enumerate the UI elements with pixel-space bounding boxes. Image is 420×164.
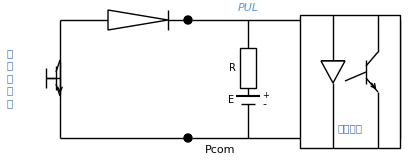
- Text: PUL: PUL: [237, 3, 259, 13]
- Bar: [240, 48, 256, 88]
- Polygon shape: [108, 10, 168, 30]
- Text: E: E: [228, 95, 234, 105]
- Circle shape: [184, 134, 192, 142]
- Text: +: +: [262, 92, 269, 101]
- Text: 转
换
器
内
部: 转 换 器 内 部: [7, 48, 13, 108]
- Text: 用户设备: 用户设备: [338, 123, 362, 133]
- Circle shape: [184, 16, 192, 24]
- Polygon shape: [321, 61, 345, 83]
- Text: Pcom: Pcom: [205, 145, 235, 155]
- Text: -: -: [262, 99, 266, 109]
- Text: R: R: [229, 63, 236, 73]
- Bar: [300, 15, 400, 148]
